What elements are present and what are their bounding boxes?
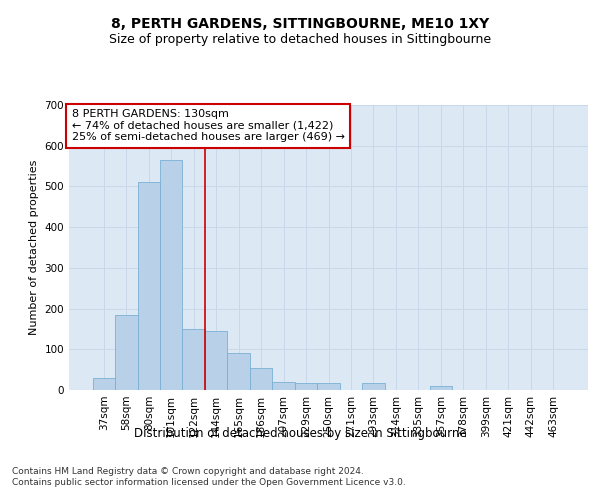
Bar bbox=[250, 368, 272, 390]
Bar bbox=[227, 354, 250, 390]
Bar bbox=[182, 329, 205, 390]
Bar bbox=[430, 386, 452, 390]
Text: 8, PERTH GARDENS, SITTINGBOURNE, ME10 1XY: 8, PERTH GARDENS, SITTINGBOURNE, ME10 1X… bbox=[111, 18, 489, 32]
Bar bbox=[317, 382, 340, 390]
Bar bbox=[362, 382, 385, 390]
Text: Size of property relative to detached houses in Sittingbourne: Size of property relative to detached ho… bbox=[109, 32, 491, 46]
Bar bbox=[160, 160, 182, 390]
Text: Distribution of detached houses by size in Sittingbourne: Distribution of detached houses by size … bbox=[134, 428, 466, 440]
Text: 8 PERTH GARDENS: 130sqm
← 74% of detached houses are smaller (1,422)
25% of semi: 8 PERTH GARDENS: 130sqm ← 74% of detache… bbox=[71, 110, 344, 142]
Bar bbox=[115, 314, 137, 390]
Text: Contains HM Land Registry data © Crown copyright and database right 2024.
Contai: Contains HM Land Registry data © Crown c… bbox=[12, 468, 406, 487]
Bar bbox=[272, 382, 295, 390]
Y-axis label: Number of detached properties: Number of detached properties bbox=[29, 160, 39, 335]
Bar bbox=[137, 182, 160, 390]
Bar bbox=[295, 382, 317, 390]
Bar bbox=[205, 331, 227, 390]
Bar bbox=[92, 378, 115, 390]
